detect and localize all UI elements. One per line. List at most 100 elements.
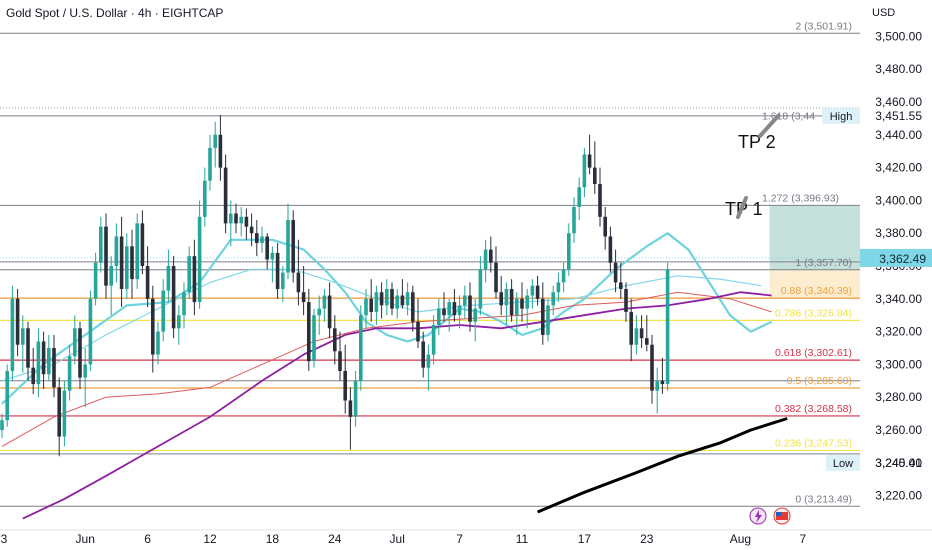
candle — [457, 305, 462, 316]
candle — [161, 290, 165, 332]
y-tick-label: 3,340.00 — [875, 292, 922, 306]
candle — [218, 134, 223, 168]
candle — [374, 292, 379, 312]
candle — [447, 302, 451, 316]
high-badge — [822, 107, 860, 124]
candle — [255, 233, 259, 244]
candle — [546, 305, 550, 335]
candle — [561, 269, 566, 283]
candle — [296, 272, 301, 293]
x-tick-label: Jun — [76, 532, 95, 546]
y-tick-label: 3,440.00 — [875, 128, 922, 142]
candle — [629, 311, 633, 345]
y-tick-label: 3,460.00 — [875, 95, 922, 109]
candle — [645, 338, 649, 345]
candle — [499, 292, 503, 306]
fib-label: 0.382 (3,268.58) — [775, 403, 852, 415]
candle — [301, 292, 306, 303]
y-tick-label: 3,300.00 — [875, 357, 922, 371]
y-tick-label: 3,220.00 — [875, 489, 922, 503]
high-label: High — [830, 111, 853, 123]
candle — [249, 226, 254, 234]
candle — [431, 325, 436, 355]
lightning-glyph-icon — [755, 510, 762, 523]
y-tick-label: 3,240.00 — [875, 456, 922, 470]
moving-average-line — [537, 417, 788, 514]
candle — [244, 216, 249, 227]
candle — [587, 154, 592, 168]
candle — [286, 220, 290, 273]
candle — [338, 351, 342, 371]
y-tick-label: 3,380.00 — [875, 226, 922, 240]
candle — [171, 266, 176, 329]
candle — [520, 298, 524, 309]
target-arrow — [736, 196, 748, 219]
x-tick-label: 7 — [456, 532, 463, 546]
candle — [509, 288, 514, 316]
candle — [385, 288, 389, 306]
candle — [634, 328, 639, 345]
candle — [135, 223, 139, 280]
candle — [307, 302, 311, 362]
candle — [598, 184, 602, 217]
fib-label: 0.236 (3,247.53) — [775, 437, 852, 449]
candle — [411, 292, 415, 322]
candle — [379, 292, 384, 306]
x-tick-label: Aug — [730, 532, 751, 546]
candle — [270, 252, 275, 260]
time-axis — [0, 530, 932, 550]
candle — [192, 256, 197, 303]
x-tick-label: Jul — [390, 532, 405, 546]
currency-selector[interactable]: USD — [872, 7, 896, 19]
x-tick-label: 6 — [144, 532, 151, 546]
candle — [541, 298, 545, 335]
candle — [31, 367, 35, 385]
candle — [156, 331, 160, 355]
low-badge — [826, 454, 860, 471]
candle — [405, 292, 410, 306]
fib-label: 2 (3,501.91) — [795, 20, 852, 32]
candle — [109, 266, 113, 286]
candle — [567, 233, 571, 270]
candle — [213, 134, 217, 148]
candle — [660, 380, 665, 385]
candle — [390, 288, 394, 309]
candle — [239, 216, 243, 224]
x-tick-label: 17 — [578, 532, 592, 546]
candle — [130, 246, 134, 280]
candle — [99, 226, 103, 263]
candle — [140, 223, 145, 266]
candle — [348, 400, 353, 417]
y-tick-label: 3,400.00 — [875, 193, 922, 207]
candle — [369, 298, 373, 312]
candle — [291, 220, 295, 273]
candle — [416, 321, 420, 342]
candle — [608, 236, 613, 263]
candle — [88, 298, 93, 365]
candle — [41, 341, 46, 375]
y-tick-label: 3,280.00 — [875, 390, 922, 404]
candle — [281, 272, 285, 289]
candle — [582, 154, 587, 188]
candle — [468, 295, 472, 322]
y-tick-label: 3,420.00 — [875, 161, 922, 175]
candle — [10, 298, 15, 371]
candle — [452, 302, 457, 316]
candle — [114, 236, 119, 266]
candle — [73, 328, 77, 357]
candle — [0, 420, 4, 430]
candle — [52, 348, 56, 388]
tp-zone — [769, 205, 860, 270]
candle — [395, 295, 399, 309]
candle — [223, 167, 228, 224]
candle — [655, 380, 659, 391]
candle — [93, 262, 98, 299]
symbol-title[interactable]: Gold Spot / U.S. Dollar · 4h · EIGHTCAP — [6, 6, 224, 20]
fib-label: 1.272 (3,396.93) — [762, 192, 839, 204]
y-tick-label: 3,320.00 — [875, 325, 922, 339]
y-tick-label: 3,500.00 — [875, 29, 922, 43]
candle — [494, 262, 498, 293]
candle — [343, 370, 347, 401]
